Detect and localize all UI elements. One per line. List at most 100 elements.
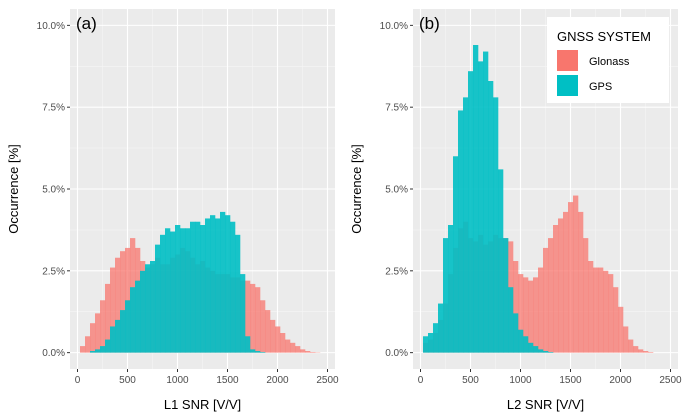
x-tick-label: 500: [462, 375, 479, 386]
histogram-bar: [453, 156, 459, 353]
histogram-bar: [95, 313, 101, 353]
histogram-bar: [628, 339, 634, 353]
panel-a: 0 500 1000 1500 2000 2500 0.0% 2.5% 5.0% 7.5% 10.0…: [6, 9, 339, 412]
histogram-bar: [613, 287, 619, 353]
histogram-bar: [513, 313, 519, 353]
histogram-bar: [270, 319, 276, 353]
histogram-bar: [115, 257, 121, 353]
histogram-bar: [643, 351, 649, 353]
x-tick-label: 1500: [559, 375, 582, 386]
y-tick-label: 2.5%: [42, 266, 65, 277]
x-axis-title: L2 SNR [V/V]: [507, 397, 584, 412]
x-tick-label: 1500: [216, 375, 239, 386]
histogram-bar: [110, 267, 116, 353]
histogram-bar: [438, 303, 444, 353]
histogram-bar: [523, 336, 529, 353]
histogram-bar: [618, 306, 624, 353]
histogram-bar: [285, 339, 291, 353]
histogram-bar: [533, 346, 539, 353]
histogram-bar: [518, 329, 524, 353]
histogram-bar: [295, 346, 301, 353]
histogram-bar: [185, 228, 191, 353]
histogram-bar: [543, 351, 549, 353]
histogram-bar: [150, 261, 156, 353]
histogram-bar: [105, 283, 111, 353]
histogram-bar: [538, 349, 544, 353]
y-tick-label: 10.0%: [37, 21, 65, 32]
histogram-bar: [548, 351, 554, 353]
histogram-bar: [593, 267, 599, 353]
histogram-bar: [80, 346, 86, 353]
x-tick-label: 2500: [659, 375, 682, 386]
x-tick-label: 2000: [609, 375, 632, 386]
histogram-bar: [120, 251, 126, 353]
histogram-bar: [235, 234, 241, 353]
histogram-bar: [275, 326, 281, 353]
histogram-bar: [100, 346, 106, 353]
histogram-bar: [310, 351, 316, 353]
legend: GNSS SYSTEM Glonass GPS: [547, 17, 669, 103]
histogram-bar: [105, 339, 111, 353]
histogram-bar: [140, 270, 146, 353]
histogram-bar: [260, 300, 266, 353]
histogram-bar: [280, 333, 286, 353]
histogram-bar: [230, 221, 236, 353]
histogram-bar: [428, 333, 434, 353]
x-tick-label: 1000: [509, 375, 532, 386]
histogram-bar: [220, 211, 226, 353]
histogram-bar: [130, 287, 136, 353]
x-tick-label: 2000: [266, 375, 289, 386]
x-tick-label: 500: [119, 375, 136, 386]
histogram-bar: [260, 351, 266, 353]
histogram-bar: [245, 280, 251, 353]
histogram-bar: [513, 261, 519, 353]
histogram-bar: [578, 211, 584, 353]
histogram-bar: [300, 349, 306, 353]
histogram-bar: [488, 81, 494, 353]
histogram-bar: [473, 45, 479, 353]
legend-title: GNSS SYSTEM: [557, 29, 651, 44]
histogram-bar: [548, 238, 554, 353]
histogram-bar: [503, 238, 509, 353]
histogram-bar: [423, 336, 429, 353]
histogram-bar: [90, 351, 96, 353]
y-axis-title: Occurrence [%]: [349, 144, 364, 234]
histogram-bar: [533, 277, 539, 353]
legend-key-gps: [557, 75, 578, 96]
x-tick-label: 0: [75, 375, 81, 386]
histogram-bar: [200, 225, 206, 353]
histogram-bar: [538, 267, 544, 353]
histogram-bar: [648, 351, 654, 353]
histogram-bar: [255, 287, 261, 353]
histogram-bar: [583, 238, 589, 353]
histogram-bar: [190, 221, 196, 353]
histogram-bar: [553, 225, 559, 353]
x-tick-label: 2500: [316, 375, 339, 386]
y-tick-label: 0.0%: [42, 348, 65, 359]
histogram-bar: [125, 247, 131, 353]
histogram-bar: [568, 202, 574, 353]
histogram-bar: [265, 310, 271, 353]
histogram-bar: [588, 261, 594, 353]
histogram-bar: [458, 110, 464, 353]
y-tick-label: 2.5%: [385, 266, 408, 277]
histogram-bar: [250, 283, 256, 353]
histogram-bar: [528, 342, 534, 353]
panel-tag: (b): [419, 14, 440, 33]
histogram-bar: [180, 228, 186, 353]
histogram-bar: [215, 218, 221, 353]
histogram-bar: [115, 319, 121, 353]
histogram-bar: [210, 215, 216, 353]
histogram-bar: [120, 310, 126, 353]
x-tick-label: 0: [418, 375, 424, 386]
y-tick-label: 5.0%: [42, 185, 65, 196]
histogram-bar: [638, 349, 644, 353]
histogram-bar: [90, 323, 96, 353]
legend-label-gps: GPS: [589, 81, 612, 93]
histogram-bar: [463, 97, 469, 353]
y-tick-label: 7.5%: [42, 103, 65, 114]
histogram-bar: [165, 228, 171, 353]
histogram-bar: [633, 346, 639, 353]
histogram-bar: [558, 218, 564, 353]
